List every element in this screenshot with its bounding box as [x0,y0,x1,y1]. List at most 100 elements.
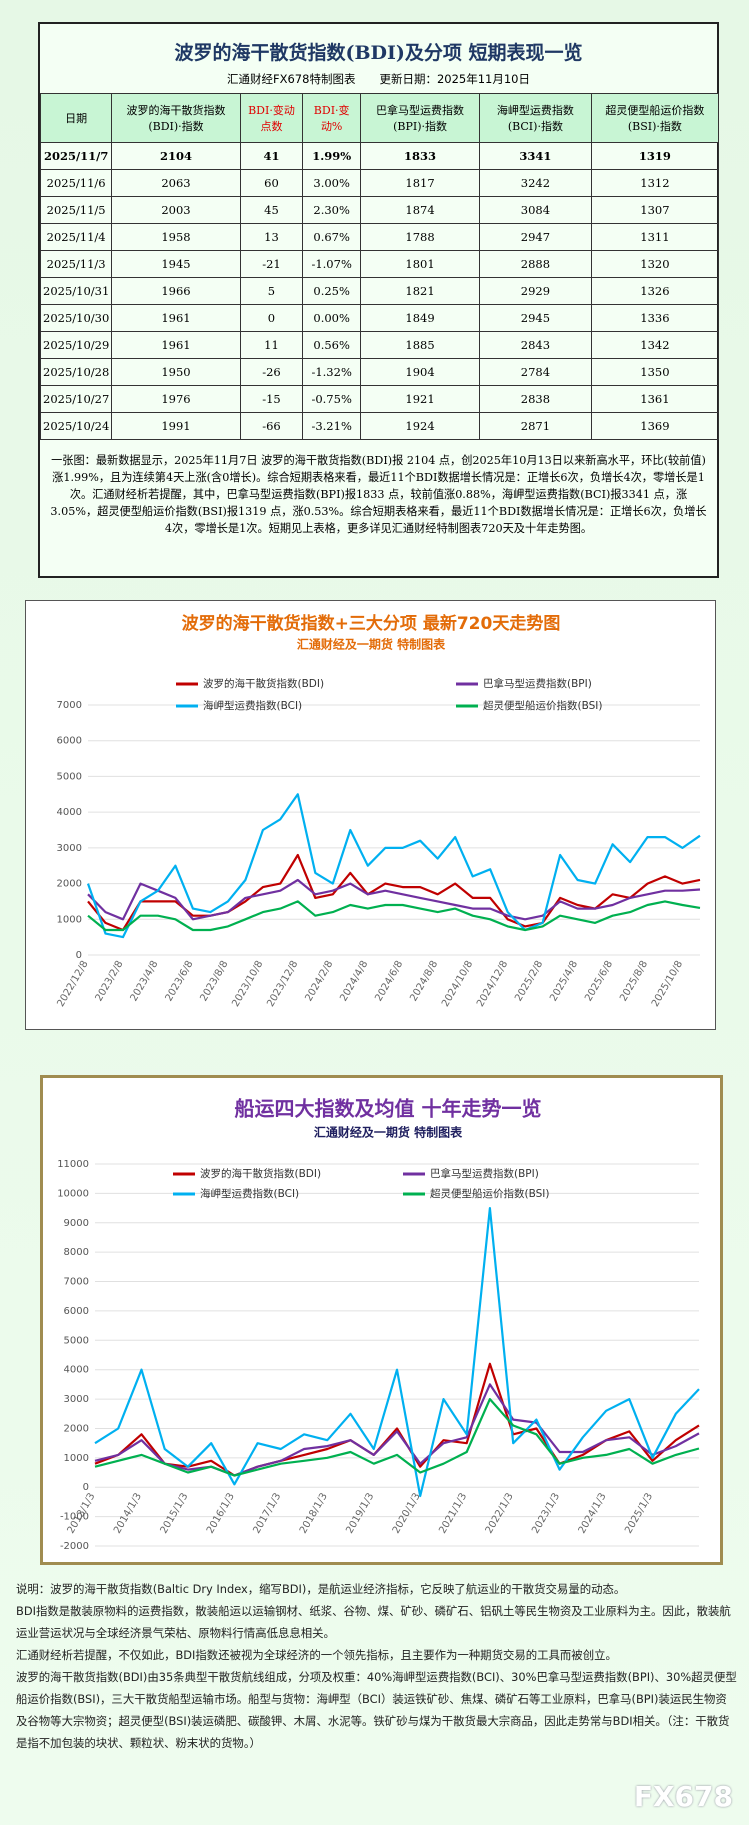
logo: FX678 [633,1780,733,1813]
x-tick-label: 2024/1/3 [577,1491,609,1535]
table-cell: 1320 [590,250,720,278]
table-cell: 2888 [478,250,592,278]
table-cell: 2929 [478,277,592,305]
table-cell: 1976 [111,385,241,413]
table-cell: 1801 [360,250,480,278]
legend-label: 超灵便型船运价指数(BSI) [430,1187,549,1200]
table-row: 2025/10/24 1991 -66 -3.21% 1924 2871 1369 [39,412,720,440]
x-tick-label: 2024/8/8 [408,959,440,1003]
x-tick-label: 2025/6/8 [583,959,615,1003]
table-cell: 1326 [590,277,720,305]
series-line [87,878,701,921]
x-tick-label: 2024/2/8 [303,959,335,1003]
y-tick-label: 4000 [57,807,82,818]
table-cell: 1885 [360,331,480,359]
table-cell: 60 [239,169,304,197]
y-tick-label: 6000 [57,736,82,747]
table-cell: 1.99% [302,142,362,170]
column-header: 日期 [39,93,113,143]
table-cell: 3084 [478,196,592,224]
series-line [94,1362,700,1477]
table-cell: 2025/10/31 [39,277,113,305]
y-tick-label: 5000 [57,771,82,782]
x-tick-label: 2023/2/8 [94,959,126,1003]
x-tick-label: 2024/12/8 [475,959,510,1009]
table-row: 2025/10/27 1976 -15 -0.75% 1921 2838 1361 [39,385,720,413]
y-tick-label: 3000 [64,1394,89,1405]
chart-title: 船运四大指数及均值 十年走势一览 [235,1097,542,1121]
x-tick-label: 2024/6/8 [373,959,405,1003]
column-header: 巴拿马型运费指数(BPI)·指数 [360,93,480,143]
y-tick-label: 8000 [64,1247,89,1258]
table-cell: 1924 [360,412,480,440]
note: 波罗的海干散货指数(BDI)由35条典型干散货航线组成，分项及权重：40%海岬型… [16,1670,737,1750]
x-tick-label: 2018/1/3 [298,1491,330,1535]
note: BDI指数是散装原物料的运费指数，散装船运以运输钢材、纸浆、谷物、煤、矿砂、磷矿… [16,1604,731,1640]
table-cell: 1312 [590,169,720,197]
table-cell: 2025/11/7 [39,142,113,170]
x-tick-label: 2025/8/8 [618,959,650,1003]
legend-label: 超灵便型船运价指数(BSI) [483,699,602,712]
table-cell: 2025/10/30 [39,304,113,332]
x-tick-label: 2022/12/8 [55,959,90,1009]
table-cell: -15 [239,385,304,413]
table-cell: -66 [239,412,304,440]
notes: 说明：波罗的海干散货指数(Baltic Dry Index，缩写BDI)，是航运… [16,1578,738,1754]
note: 说明：波罗的海干散货指数(Baltic Dry Index，缩写BDI)，是航运… [16,1582,626,1596]
series-line [94,1383,700,1477]
legend-label: 巴拿马型运费指数(BPI) [430,1167,539,1180]
table-cell: 2025/11/6 [39,169,113,197]
y-tick-label: 7000 [64,1277,89,1288]
x-tick-label: 2020/1/3 [391,1491,423,1535]
table-cell: 1319 [590,142,720,170]
table-cell: -0.75% [302,385,362,413]
table-cell: 2784 [478,358,592,386]
chart-title: 波罗的海干散货指数+三大分项 最新720天走势图 [182,613,561,634]
table-cell: 1950 [111,358,241,386]
table-row: 2025/11/3 1945 -21 -1.07% 1801 2888 1320 [39,250,720,278]
table-subtitle: 汇通财经FX678特制图表 更新日期：2025年11月10日 [40,71,717,87]
x-tick-label: 2025/2/8 [513,959,545,1003]
table-cell: 2945 [478,304,592,332]
x-tick-label: 2023/8/8 [198,959,230,1003]
x-tick-label: 2016/1/3 [205,1491,237,1535]
table-row: 2025/10/30 1961 0 0.00% 1849 2945 1336 [39,304,720,332]
table-cell: 2104 [111,142,241,170]
table-cell: -1.32% [302,358,362,386]
note: 汇通财经析若提醒，不仅如此，BDI指数还被视为全球经济的一个领先指标，且主要作为… [16,1648,617,1662]
header-row: 日期 波罗的海干散货指数(BDI)·指数 BDI·变动点数 BDI·变动% 巴拿马型运费… [39,93,720,143]
table-cell: 1833 [360,142,480,170]
update-date: 更新日期：2025年11月10日 [379,72,530,86]
column-header: BDI·变动% [302,93,362,143]
table-cell: 1307 [590,196,720,224]
table-cell: 2838 [478,385,592,413]
table-cell: 2.30% [302,196,362,224]
x-tick-label: 2014/1/3 [112,1491,144,1535]
table-cell: 3.00% [302,169,362,197]
table-cell: 2025/11/5 [39,196,113,224]
table-cell: 2003 [111,196,241,224]
table-row: 2025/10/28 1950 -26 -1.32% 1904 2784 1350 [39,358,720,386]
x-tick-label: 2025/10/8 [650,959,685,1009]
table-cell: 2843 [478,331,592,359]
legend-label: 海岬型运费指数(BCI) [200,1187,299,1200]
chart-subtitle: 汇通财经及一期货 特制图表 [314,1125,463,1140]
table-cell: 5 [239,277,304,305]
y-tick-label: 6000 [64,1306,89,1317]
x-tick-label: 2023/6/8 [164,959,196,1003]
series-line [94,1398,700,1477]
table-cell: 1921 [360,385,480,413]
table-cell: 13 [239,223,304,251]
column-header: 超灵便型船运价指数(BSI)·指数 [590,93,720,143]
x-tick-label: 2025/1/3 [623,1491,655,1535]
table-cell: 1821 [360,277,480,305]
table-cell: 2025/10/24 [39,412,113,440]
y-tick-label: 2000 [64,1423,89,1434]
table-cell: 1961 [111,331,241,359]
table-title: 波罗的海干散货指数(BDI)及分项 短期表现一览 [174,42,583,64]
table-cell: 1336 [590,304,720,332]
table-cell: 11 [239,331,304,359]
data-table: 日期 波罗的海干散货指数(BDI)·指数 BDI·变动点数 BDI·变动% 巴拿马型运费… [39,93,720,440]
column-header: 海岬型运费指数(BCI)·指数 [478,93,592,143]
y-tick-label: 4000 [64,1365,89,1376]
